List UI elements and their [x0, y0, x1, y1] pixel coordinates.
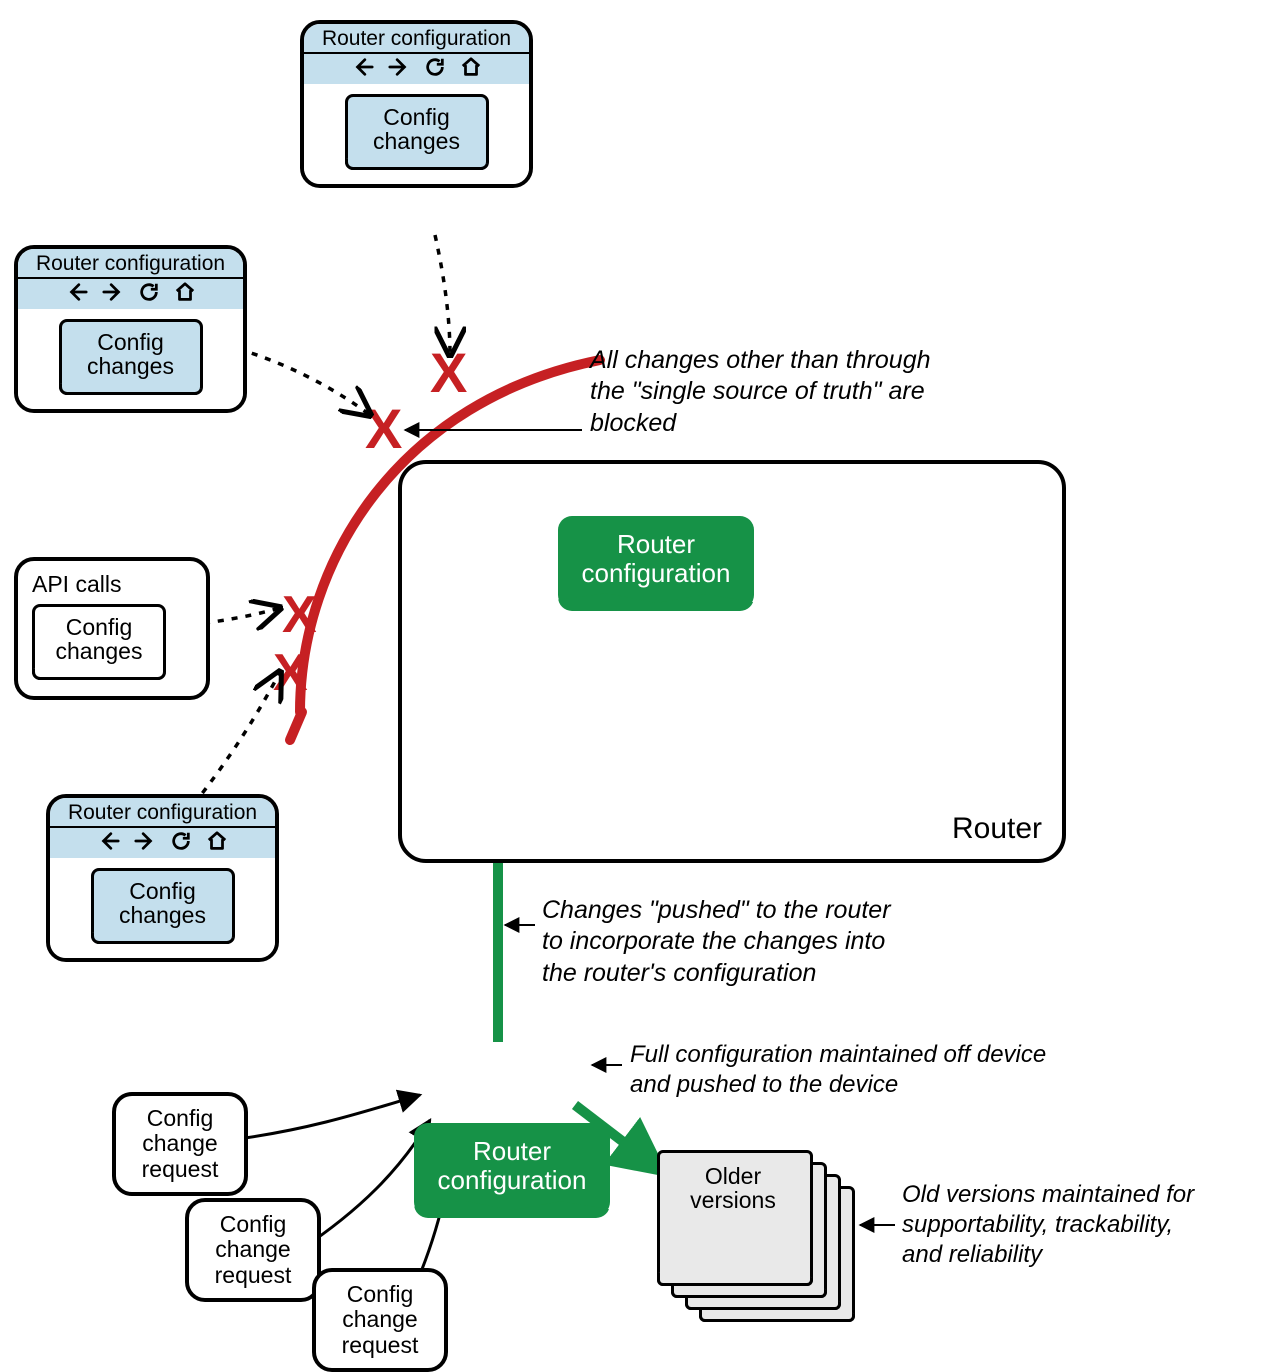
- config-note: Config changes: [32, 604, 166, 680]
- config-note: Config changes: [59, 319, 203, 395]
- home-icon: [460, 56, 482, 78]
- back-icon: [66, 281, 88, 303]
- forward-icon: [388, 56, 410, 78]
- older-versions-stack: Older versions: [655, 1150, 855, 1320]
- forward-icon: [102, 281, 124, 303]
- home-icon: [174, 281, 196, 303]
- request-arrow: [230, 1095, 420, 1140]
- browser-title: Router configuration: [18, 249, 243, 279]
- annotation-blocked: All changes other than through the "sing…: [590, 345, 970, 439]
- router-label: Router: [952, 812, 1042, 846]
- reload-icon: [424, 56, 446, 78]
- browser-title: Router configuration: [304, 24, 529, 54]
- home-icon: [206, 830, 228, 852]
- config-note: Config changes: [91, 868, 235, 944]
- source-of-truth-doc: Router configuration: [414, 1123, 610, 1216]
- annotation-pushed: Changes "pushed" to the router to incorp…: [542, 895, 912, 989]
- config-request: Config change request: [112, 1092, 248, 1196]
- browser-toolbar: [18, 279, 243, 309]
- browser-toolbar: [304, 54, 529, 84]
- svg-text:X: X: [430, 341, 467, 404]
- browser-window: Router configuration Config changes: [14, 245, 247, 413]
- reload-icon: [170, 830, 192, 852]
- api-calls-box: API calls Config changes: [14, 557, 210, 700]
- svg-text:X: X: [273, 644, 308, 702]
- older-versions-label: Older versions: [673, 1164, 793, 1212]
- api-title: API calls: [32, 571, 192, 598]
- browser-window: Router configuration Config changes: [46, 794, 279, 962]
- back-icon: [352, 56, 374, 78]
- config-request: Config change request: [312, 1268, 448, 1372]
- svg-text:X: X: [365, 397, 402, 460]
- annotation-old-versions: Old versions maintained for supportabili…: [902, 1180, 1202, 1270]
- router-config-doc: Router configuration: [558, 516, 754, 609]
- browser-toolbar: [50, 828, 275, 858]
- svg-text:X: X: [282, 586, 317, 644]
- browser-window: Router configuration Config changes: [300, 20, 533, 188]
- config-note: Config changes: [345, 94, 489, 170]
- dotted-arrow: [435, 235, 450, 355]
- reload-icon: [138, 281, 160, 303]
- forward-icon: [134, 830, 156, 852]
- config-request: Config change request: [185, 1198, 321, 1302]
- annotation-full-config: Full configuration maintained off device…: [630, 1040, 1050, 1100]
- browser-title: Router configuration: [50, 798, 275, 828]
- back-icon: [98, 830, 120, 852]
